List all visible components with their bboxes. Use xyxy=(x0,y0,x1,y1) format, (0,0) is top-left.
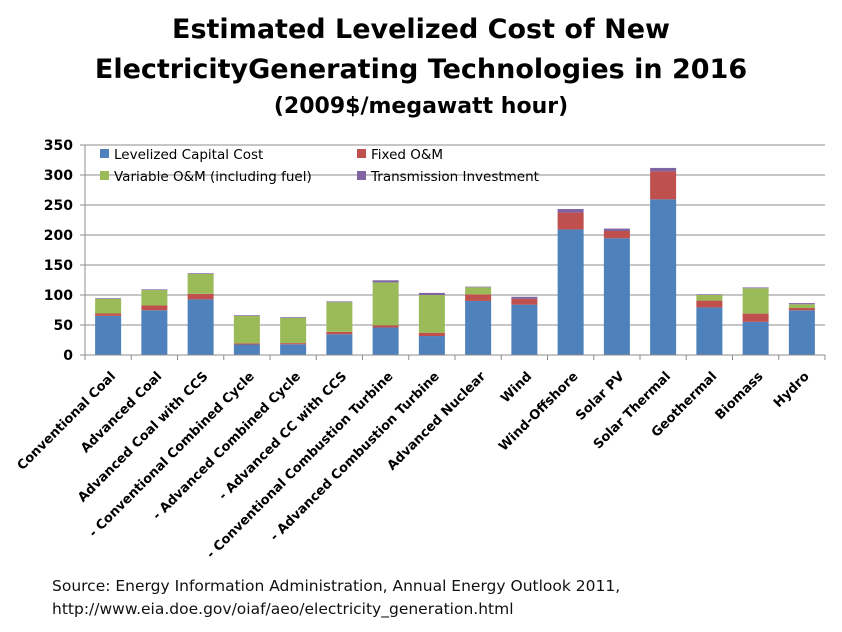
legend-label-2: Fixed O&M xyxy=(371,147,443,163)
bar-segment-2-10 xyxy=(511,298,538,305)
bar-segment-4-14 xyxy=(696,294,723,295)
bar-segment-1-13 xyxy=(650,199,677,355)
bar-segment-4-12 xyxy=(603,228,630,231)
bar-segment-2-16 xyxy=(788,308,815,311)
bar-segment-4-8 xyxy=(418,292,445,295)
bar-segment-2-3 xyxy=(187,293,214,300)
legend-swatch-4 xyxy=(357,171,366,180)
x-category-label: Wind-Offshore xyxy=(496,369,581,454)
y-tick-label: 350 xyxy=(44,138,73,154)
bar-segment-3-7 xyxy=(372,282,399,326)
bar-segment-2-8 xyxy=(418,332,445,337)
chart-title-line-2: ElectricityGenerating Technologies in 20… xyxy=(94,54,748,85)
bar-segment-4-13 xyxy=(650,167,677,172)
x-category-label: Hydro xyxy=(771,369,813,411)
source-note-line-2: http://www.eia.doe.gov/oiaf/aeo/electric… xyxy=(52,600,514,618)
y-tick-label: 150 xyxy=(44,258,73,274)
bar-segment-4-2 xyxy=(141,289,168,291)
bar-segment-3-4 xyxy=(233,316,260,344)
bar-segment-4-6 xyxy=(326,301,353,303)
y-tick-label: 100 xyxy=(44,288,73,304)
x-category-label: - Advanced Combustion Turbine xyxy=(267,369,442,544)
y-tick-label: 200 xyxy=(44,228,73,244)
bar-segment-3-6 xyxy=(326,302,353,332)
bar-segment-4-16 xyxy=(788,303,815,305)
y-tick-label: 0 xyxy=(63,348,73,364)
bar-segment-4-3 xyxy=(187,273,214,274)
bar-segment-1-15 xyxy=(742,321,769,355)
bar-segment-3-2 xyxy=(141,290,168,306)
bar-segment-1-14 xyxy=(696,307,723,355)
legend-swatch-3 xyxy=(100,171,109,180)
x-category-label: Wind xyxy=(498,369,535,406)
chart-title-line-1: Estimated Levelized Cost of New xyxy=(172,14,670,45)
legend-label-3: Variable O&M (including fuel) xyxy=(114,169,312,185)
bar-segment-1-4 xyxy=(233,344,260,355)
y-tick-label: 50 xyxy=(54,318,74,334)
bar-segment-4-15 xyxy=(742,287,769,289)
bar-segment-4-9 xyxy=(465,286,492,288)
legend-label-1: Levelized Capital Cost xyxy=(114,147,263,163)
bar-segment-2-15 xyxy=(742,313,769,322)
bar-segment-3-5 xyxy=(280,317,307,344)
y-tick-label: 250 xyxy=(44,198,73,214)
bar-segment-3-3 xyxy=(187,274,214,294)
bars xyxy=(95,167,815,355)
legend-label-4: Transmission Investment xyxy=(370,169,539,185)
bar-segment-2-12 xyxy=(603,230,630,239)
bar-segment-3-16 xyxy=(788,304,815,309)
legend-swatch-2 xyxy=(357,149,366,158)
bar-segment-2-2 xyxy=(141,305,168,311)
bar-segment-4-5 xyxy=(280,317,307,318)
bar-segment-2-13 xyxy=(650,171,677,200)
bar-segment-2-9 xyxy=(465,294,492,301)
bar-segment-2-5 xyxy=(280,343,307,345)
y-tick-label: 300 xyxy=(44,168,73,184)
bar-segment-4-4 xyxy=(233,315,260,316)
source-note-line-1: Source: Energy Information Administratio… xyxy=(52,577,621,595)
bar-segment-1-9 xyxy=(465,300,492,355)
bar-segment-2-4 xyxy=(233,343,260,345)
bar-segment-1-1 xyxy=(95,315,122,355)
legend-swatch-1 xyxy=(100,149,109,158)
bar-segment-1-10 xyxy=(511,304,538,355)
bar-segment-3-9 xyxy=(465,287,492,295)
bar-segment-4-1 xyxy=(95,298,122,299)
bar-segment-4-11 xyxy=(557,209,584,213)
bar-segment-1-2 xyxy=(141,310,168,355)
chart-subtitle-units: (2009$/megawatt hour) xyxy=(273,94,569,119)
bar-segment-1-7 xyxy=(372,327,399,355)
bar-segment-3-1 xyxy=(95,298,122,314)
bar-segment-1-5 xyxy=(280,344,307,355)
bar-segment-2-1 xyxy=(95,313,122,316)
y-axis-ticks: 0 50 100 150 200 250 300 350 xyxy=(44,138,85,364)
bar-segment-3-8 xyxy=(418,295,445,333)
bar-segment-1-16 xyxy=(788,310,815,355)
bar-segment-2-7 xyxy=(372,325,399,328)
bar-segment-4-10 xyxy=(511,296,538,299)
bar-segment-2-14 xyxy=(696,300,723,308)
bar-segment-1-3 xyxy=(187,299,214,355)
x-category-label: - Conventional Combined Cycle xyxy=(86,369,258,541)
bar-segment-1-11 xyxy=(557,229,584,355)
x-category-label: Biomass xyxy=(713,369,767,423)
legend: Levelized Capital Cost Fixed O&M Variable … xyxy=(100,147,539,185)
bar-segment-4-7 xyxy=(372,280,399,283)
bar-segment-1-6 xyxy=(326,334,353,355)
bar-segment-1-8 xyxy=(418,336,445,355)
bar-segment-3-15 xyxy=(742,288,769,314)
bar-segment-1-12 xyxy=(603,238,630,355)
bar-segment-2-6 xyxy=(326,331,353,335)
bar-segment-2-11 xyxy=(557,212,584,230)
bar-segment-3-14 xyxy=(696,294,723,301)
x-category-label: Advanced Coal xyxy=(78,369,165,456)
axes xyxy=(84,145,826,360)
